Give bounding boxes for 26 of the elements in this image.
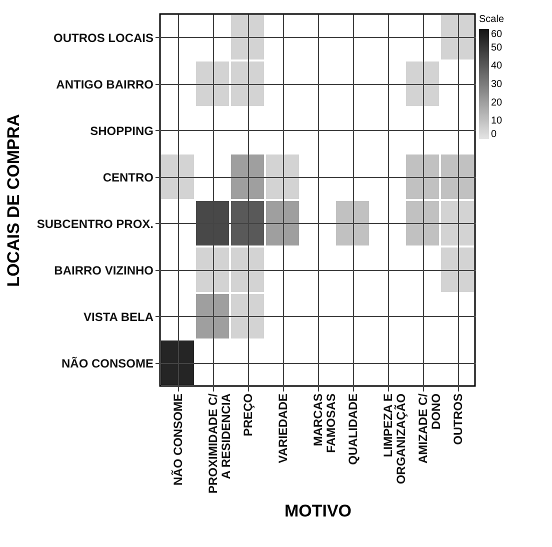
y-axis-title: LOCAIS DE COMPRA — [4, 114, 23, 287]
x-tick-label: QUALIDADE — [346, 394, 360, 465]
x-tick-label: PREÇO — [241, 394, 255, 436]
x-tick-label: MARCAS FAMOSAS — [311, 394, 338, 453]
y-tick-label: ANTIGO BAIRRO — [56, 77, 154, 92]
x-tick-label: VARIEDADE — [276, 394, 290, 464]
y-tick-label: NÃO CONSOME — [61, 356, 154, 370]
y-tick-label: CENTRO — [102, 170, 154, 184]
y-tick-label: OUTROS LOCAIS — [53, 30, 154, 45]
x-tick-label: AMIZADE C/ DONO — [416, 392, 443, 464]
color-bar-label: 10 — [491, 116, 503, 127]
y-tick-label: SUBCENTRO PROX. — [36, 216, 154, 231]
color-bar-label: 30 — [491, 79, 503, 90]
color-bar-label: 50 — [491, 42, 503, 54]
color-bar-label: 20 — [491, 97, 503, 108]
color-bar-label: 60 — [491, 29, 503, 40]
x-tick-label: LIMPEZA E ORGANIZAÇÃO — [381, 394, 408, 484]
x-tick-label: PROXIMIDADE C/ A RESIDENCIA — [206, 392, 233, 494]
x-tick-label: OUTROS — [451, 394, 465, 445]
y-tick-label: BAIRRO VIZINHO — [54, 263, 154, 278]
y-tick-label: VISTA BELA — [83, 310, 154, 324]
x-axis-title: MOTIVO — [284, 502, 352, 521]
color-bar-label: 40 — [491, 60, 503, 72]
legend-title: Scale — [479, 14, 504, 25]
y-tick-label: SHOPPING — [90, 124, 154, 138]
color-bar-label: 0 — [491, 129, 497, 140]
